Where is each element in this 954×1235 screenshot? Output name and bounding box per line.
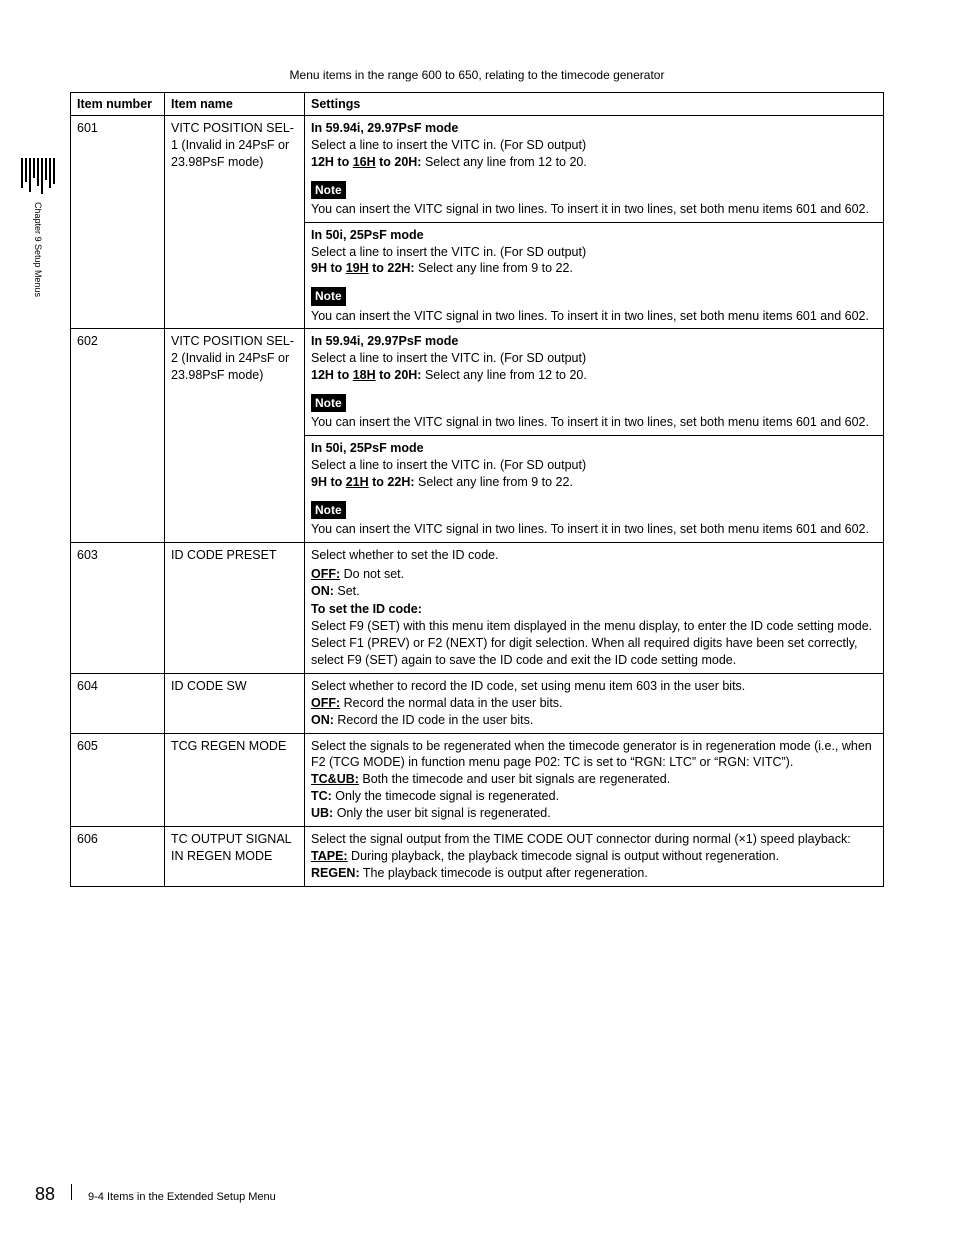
item-number: 604: [71, 673, 165, 733]
option-line: ON: Set.: [311, 583, 877, 600]
note-badge: Note: [311, 501, 346, 519]
item-name: ID CODE SW: [165, 673, 305, 733]
option-line: OFF: Do not set.: [311, 566, 877, 583]
mode-desc: Select a line to insert the VITC in. (Fo…: [311, 350, 877, 367]
item-name: TCG REGEN MODE: [165, 733, 305, 826]
range-line: 9H to 19H to 22H: Select any line from 9…: [311, 260, 877, 277]
item-number: 603: [71, 542, 165, 673]
page-footer: 88 9-4 Items in the Extended Setup Menu: [35, 1184, 276, 1205]
mode-title: In 50i, 25PsF mode: [311, 227, 877, 244]
desc-line: Select whether to record the ID code, se…: [311, 678, 877, 695]
range-line: 12H to 16H to 20H: Select any line from …: [311, 154, 877, 171]
range-line: 12H to 18H to 20H: Select any line from …: [311, 367, 877, 384]
desc-line: Select the signal output from the TIME C…: [311, 831, 877, 848]
table-row: 603 ID CODE PRESET Select whether to set…: [71, 542, 884, 673]
table-row: 604 ID CODE SW Select whether to record …: [71, 673, 884, 733]
table-row: 601 VITC POSITION SEL-1 (Invalid in 24Ps…: [71, 116, 884, 223]
option-line: TC&UB: Both the timecode and user bit si…: [311, 771, 877, 788]
item-name: ID CODE PRESET: [165, 542, 305, 673]
page-number: 88: [35, 1184, 55, 1205]
mode-desc: Select a line to insert the VITC in. (Fo…: [311, 137, 877, 154]
note-badge: Note: [311, 287, 346, 305]
settings-cell: In 59.94i, 29.97PsF mode Select a line t…: [305, 329, 884, 436]
item-number: 605: [71, 733, 165, 826]
table-row: 605 TCG REGEN MODE Select the signals to…: [71, 733, 884, 826]
item-name: TC OUTPUT SIGNAL IN REGEN MODE: [165, 826, 305, 886]
item-name: VITC POSITION SEL-2 (Invalid in 24PsF or…: [165, 329, 305, 542]
mode-title: In 59.94i, 29.97PsF mode: [311, 333, 877, 350]
note-text: You can insert the VITC signal in two li…: [311, 201, 877, 218]
settings-cell: Select the signal output from the TIME C…: [305, 826, 884, 886]
mode-desc: Select a line to insert the VITC in. (Fo…: [311, 244, 877, 261]
option-line: REGEN: The playback timecode is output a…: [311, 865, 877, 882]
note-badge: Note: [311, 394, 346, 412]
item-number: 601: [71, 116, 165, 329]
option-line: OFF: Record the normal data in the user …: [311, 695, 877, 712]
item-name: VITC POSITION SEL-1 (Invalid in 24PsF or…: [165, 116, 305, 329]
col-header-number: Item number: [71, 93, 165, 116]
range-line: 9H to 21H to 22H: Select any line from 9…: [311, 474, 877, 491]
howto-text: Select F9 (SET) with this menu item disp…: [311, 618, 877, 669]
col-header-settings: Settings: [305, 93, 884, 116]
item-number: 602: [71, 329, 165, 542]
option-line: ON: Record the ID code in the user bits.: [311, 712, 877, 729]
item-number: 606: [71, 826, 165, 886]
settings-cell: In 50i, 25PsF mode Select a line to inse…: [305, 222, 884, 329]
note-text: You can insert the VITC signal in two li…: [311, 414, 877, 431]
settings-cell: In 50i, 25PsF mode Select a line to inse…: [305, 436, 884, 543]
table-row: 606 TC OUTPUT SIGNAL IN REGEN MODE Selec…: [71, 826, 884, 886]
option-line: TAPE: During playback, the playback time…: [311, 848, 877, 865]
howto-title: To set the ID code:: [311, 601, 877, 618]
table-row: 602 VITC POSITION SEL-2 (Invalid in 24Ps…: [71, 329, 884, 436]
mode-title: In 50i, 25PsF mode: [311, 440, 877, 457]
desc-line: Select the signals to be regenerated whe…: [311, 738, 877, 772]
desc-line: Select whether to set the ID code.: [311, 547, 877, 564]
note-text: You can insert the VITC signal in two li…: [311, 308, 877, 325]
footer-divider: [71, 1184, 72, 1200]
settings-cell: Select whether to set the ID code. OFF: …: [305, 542, 884, 673]
mode-desc: Select a line to insert the VITC in. (Fo…: [311, 457, 877, 474]
option-line: TC: Only the timecode signal is regenera…: [311, 788, 877, 805]
mode-title: In 59.94i, 29.97PsF mode: [311, 120, 877, 137]
option-line: UB: Only the user bit signal is regenera…: [311, 805, 877, 822]
table-caption: Menu items in the range 600 to 650, rela…: [70, 68, 884, 82]
col-header-name: Item name: [165, 93, 305, 116]
note-badge: Note: [311, 181, 346, 199]
menu-table: Item number Item name Settings 601 VITC …: [70, 92, 884, 887]
settings-cell: Select the signals to be regenerated whe…: [305, 733, 884, 826]
note-text: You can insert the VITC signal in two li…: [311, 521, 877, 538]
settings-cell: Select whether to record the ID code, se…: [305, 673, 884, 733]
settings-cell: In 59.94i, 29.97PsF mode Select a line t…: [305, 116, 884, 223]
footer-section: 9-4 Items in the Extended Setup Menu: [88, 1191, 276, 1203]
